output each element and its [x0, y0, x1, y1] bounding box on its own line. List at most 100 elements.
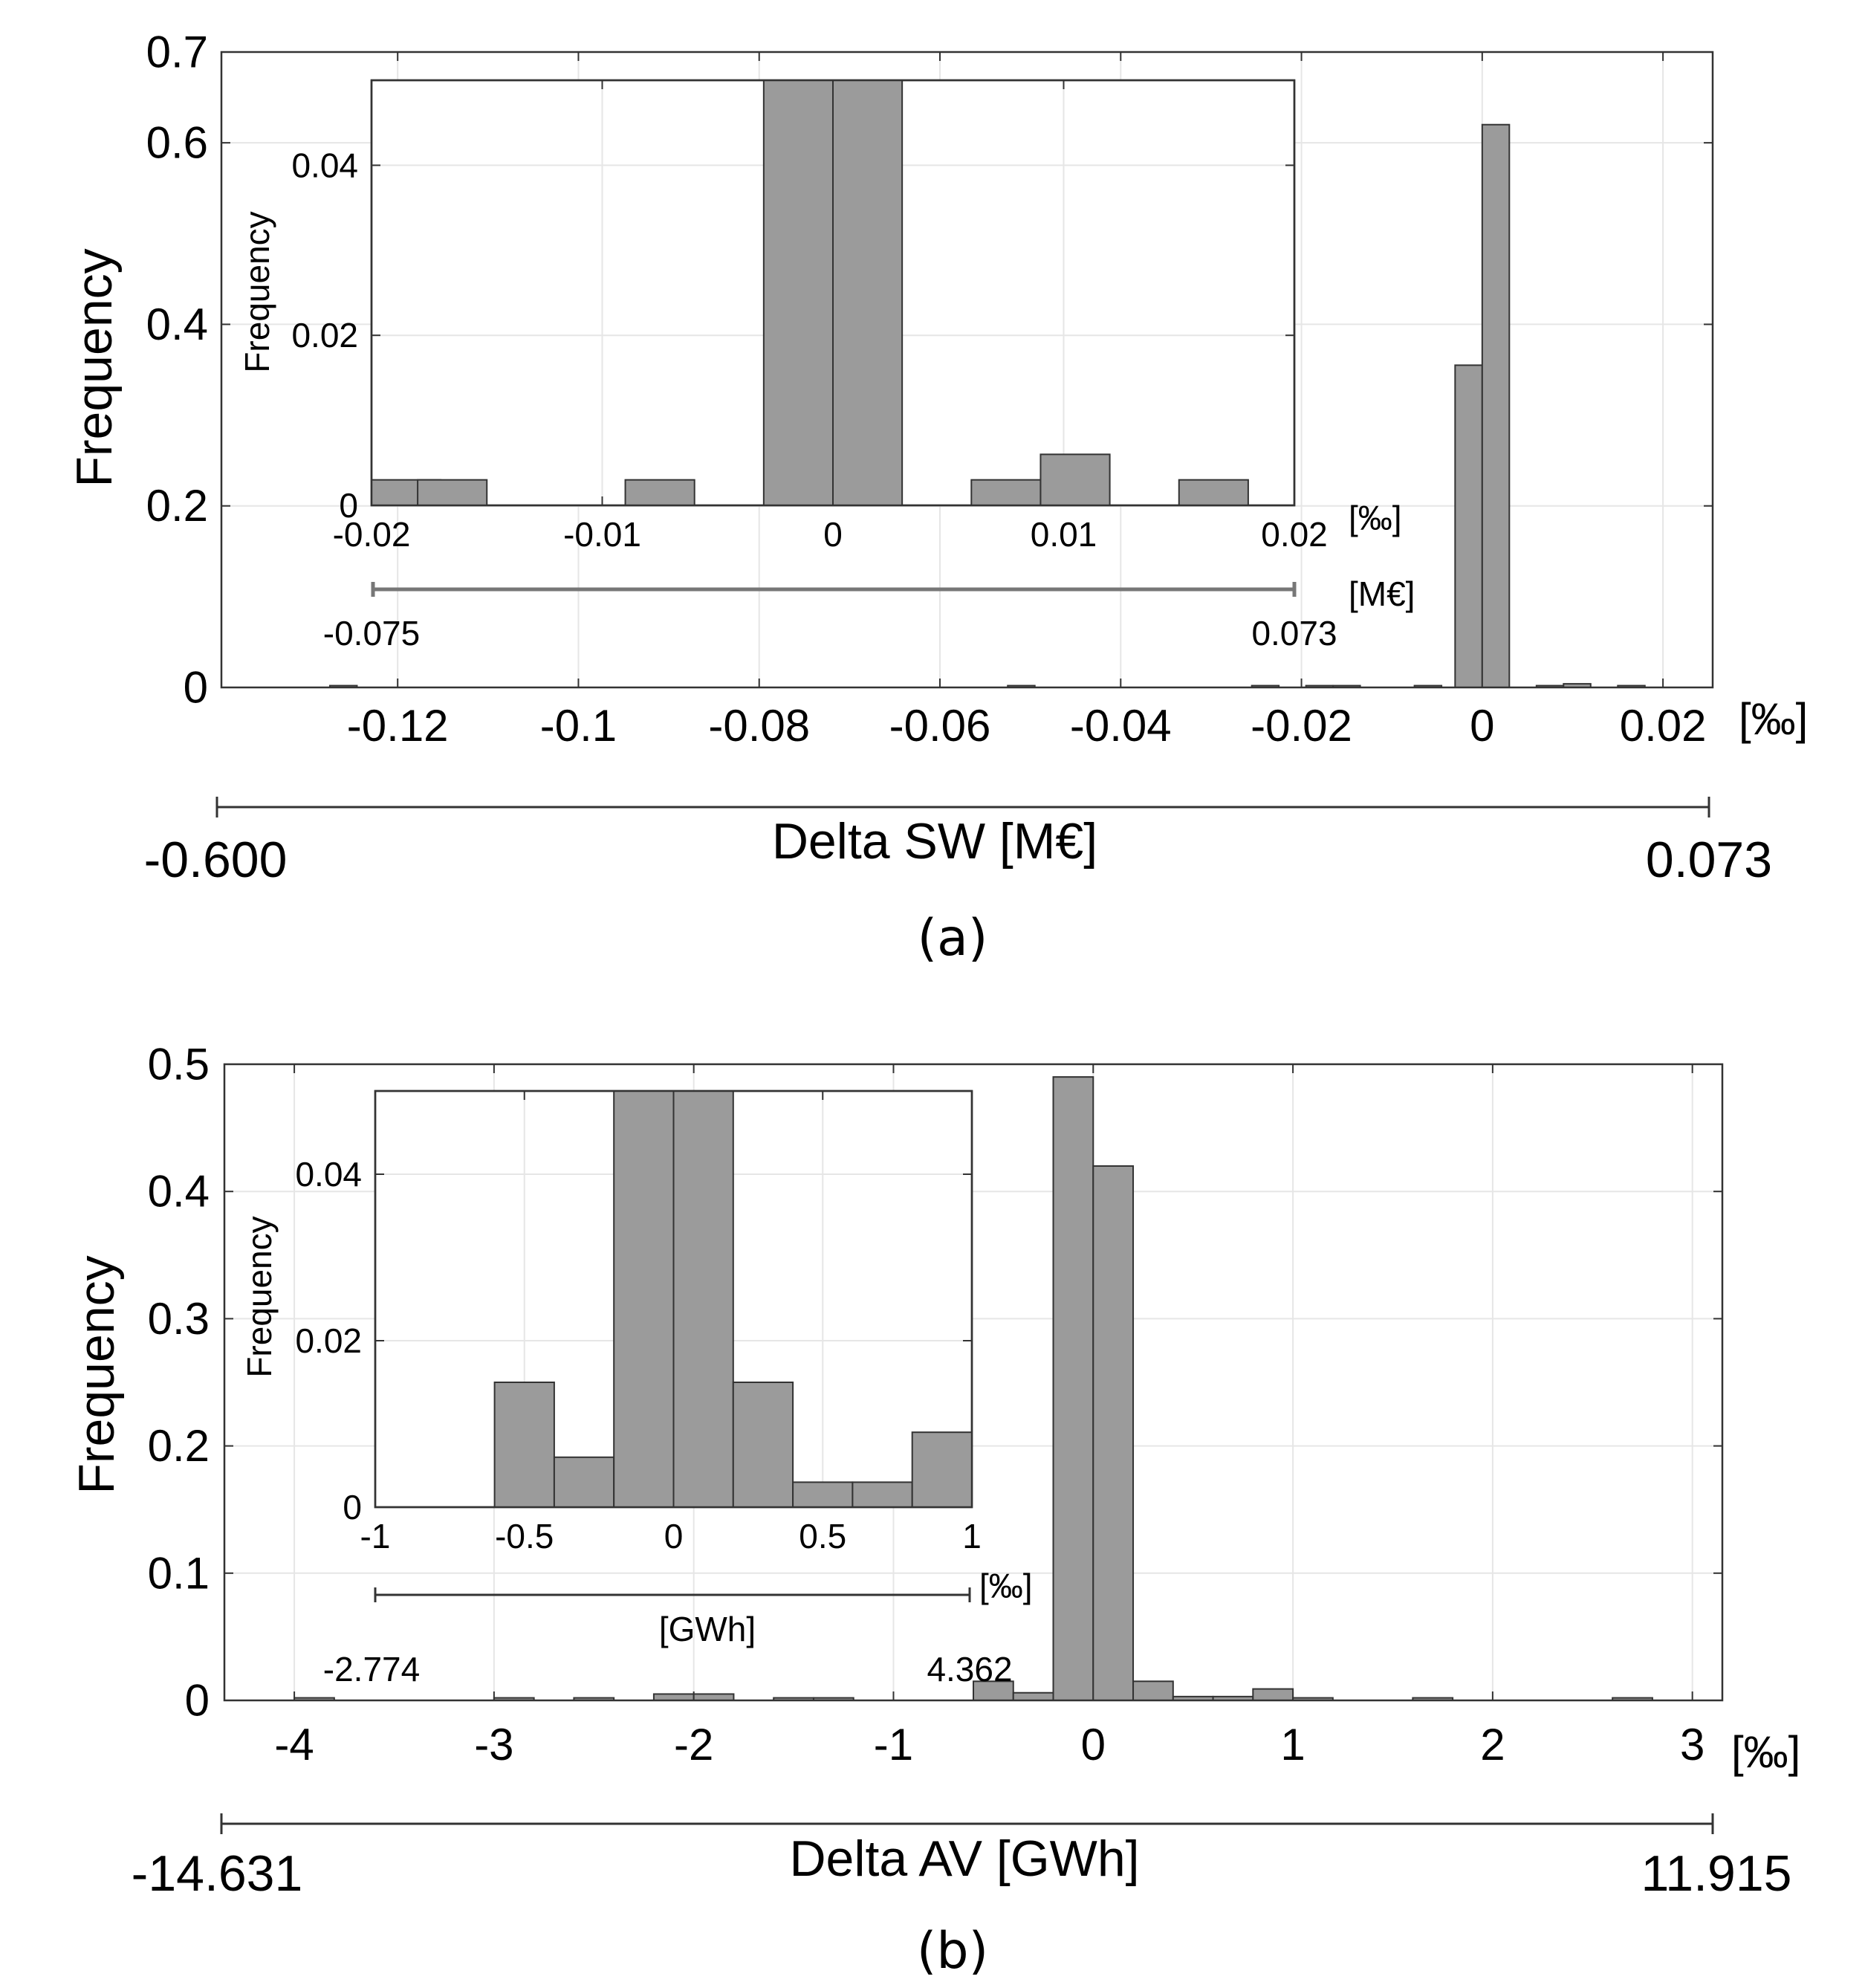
panel-a: -0.12 -0.1 -0.08 -0.06 -0.04 -0.02 0 0.02 00.20… — [66, 27, 1808, 968]
ia-y-tick-label: 0 — [339, 486, 358, 525]
b-x-tick-label: -2 — [674, 1720, 713, 1770]
b-histogram-bar — [1092, 1165, 1135, 1701]
panel-b-y-axis-label: Frequency — [68, 1255, 125, 1494]
panel-a-x-axis-label: Delta SW [M€] — [772, 813, 1097, 870]
panel-b-axes-box — [223, 1063, 1724, 1702]
panel-a-inset: -0.02 -0.01 0 0.01 0.02 00.020.04 Frequency … — [238, 79, 1415, 653]
panel-a-secondary-max: 0.073 — [1646, 832, 1772, 888]
a-y-tick-label: 0.2 — [146, 481, 208, 531]
a-y-tick-label: 0.4 — [146, 300, 208, 349]
ia-histogram-bar — [624, 479, 695, 506]
panel-a-inset-rule-max: 0.073 — [1251, 614, 1337, 653]
b-histogram-bar — [1252, 1688, 1294, 1702]
panel-b: -4 -3 -2 -1 0 1 2 3 00.10.20.30.40.5 Frequency … — [68, 1040, 1800, 1981]
a-y-tick-label: 0.7 — [146, 27, 208, 77]
b-histogram-bar — [693, 1693, 735, 1701]
ib-histogram-bar — [553, 1456, 615, 1509]
panel-a-inset-y-tick-labels: 0 0.02 0.04 — [291, 146, 358, 525]
panel-a-inset-y-axis-label: Frequency — [238, 211, 276, 372]
panel-a-x-unit: [‰] — [1739, 694, 1808, 744]
ib-histogram-bar — [493, 1382, 555, 1508]
panel-a-caption: (a) — [918, 909, 988, 968]
b-y-tick-label: 0 — [185, 1676, 210, 1726]
a-x-tick-label: 0 — [1470, 701, 1494, 751]
panel-b-inset-y-axis-label: Frequency — [240, 1216, 279, 1377]
ib-histogram-bar — [852, 1481, 913, 1509]
panel-b-inset: -1 -0.5 0 0.5 1 0 0.02 0.04 Frequency [‰] [GWh… — [240, 1089, 1033, 1688]
b-x-tick-label: 1 — [1280, 1720, 1305, 1770]
b-y-tick-label: 0.3 — [148, 1294, 210, 1344]
b-x-tick-label: 0 — [1081, 1720, 1106, 1770]
ia-histogram-bar — [417, 479, 488, 506]
a-y-tick-label: 0.6 — [146, 118, 208, 168]
ib-y-tick-label: 0.02 — [295, 1321, 362, 1360]
panel-a-inset-rule-min: -0.075 — [323, 614, 420, 653]
b-histogram-bar — [1132, 1680, 1174, 1702]
a-x-tick-label: -0.1 — [540, 701, 617, 751]
b-x-tick-label: -3 — [474, 1720, 513, 1770]
ia-x-tick-label: 0 — [823, 515, 843, 554]
a-x-tick-label: -0.04 — [1070, 701, 1172, 751]
panel-a-inset-axes-box — [370, 79, 1296, 507]
panel-b-caption: (b) — [917, 1922, 988, 1981]
ia-histogram-bar — [970, 479, 1042, 506]
b-y-tick-label: 0.2 — [148, 1421, 210, 1471]
ib-y-tick-label: 0.04 — [295, 1155, 362, 1194]
panel-b-inset-x-tick-labels: -1 -0.5 0 0.5 1 — [360, 1517, 982, 1555]
b-x-tick-label: 3 — [1680, 1720, 1705, 1770]
ib-y-tick-label: 0 — [343, 1488, 362, 1526]
b-histogram-bar — [1012, 1691, 1054, 1702]
panel-a-inset-rule-unit: [M€] — [1349, 574, 1415, 613]
a-x-tick-label: 0.02 — [1620, 701, 1707, 751]
panel-b-x-unit: [‰] — [1731, 1727, 1800, 1777]
a-x-tick-label: -0.08 — [708, 701, 810, 751]
ib-x-tick-label: -0.5 — [495, 1517, 554, 1555]
b-histogram-bar — [652, 1693, 695, 1701]
panel-b-secondary-max: 11.915 — [1641, 1845, 1792, 1902]
ia-y-tick-label: 0.02 — [291, 316, 358, 354]
panel-b-inset-x-unit: [‰] — [979, 1567, 1033, 1605]
ia-x-tick-label: 0.01 — [1031, 515, 1097, 554]
a-x-tick-label: -0.12 — [347, 701, 449, 751]
b-y-tick-label: 0.5 — [148, 1040, 210, 1089]
b-histogram-bar — [1052, 1076, 1094, 1701]
panel-b-inset-axes-box — [374, 1089, 973, 1509]
a-histogram-bar — [1481, 123, 1511, 688]
panel-a-y-axis-label: Frequency — [66, 248, 123, 487]
panel-a-inset-x-unit: [‰] — [1349, 499, 1402, 537]
panel-b-inset-bars — [493, 1090, 973, 1509]
panel-b-y-tick-labels: 0 0.1 0.2 0.3 0.4 0.5 — [148, 1040, 210, 1726]
panel-a-y-tick-labels: 0 0.2 0.4 0.6 0.7 — [146, 27, 208, 713]
a-x-tick-label: -0.02 — [1251, 701, 1352, 751]
ib-histogram-bar — [613, 1090, 675, 1508]
panel-b-inset-rule-max: 4.362 — [927, 1650, 1012, 1688]
b-x-tick-label: -4 — [274, 1720, 314, 1770]
ib-histogram-bar — [792, 1481, 854, 1509]
ib-x-tick-label: -1 — [360, 1517, 391, 1555]
ia-histogram-bar — [762, 80, 834, 506]
panel-b-x-tick-labels: -4 -3 -2 -1 0 1 2 3 — [274, 1720, 1705, 1770]
ib-histogram-bar — [911, 1431, 973, 1508]
ia-histogram-bar — [1039, 453, 1111, 506]
ia-x-tick-label: -0.02 — [333, 515, 411, 554]
ib-histogram-bar — [672, 1090, 734, 1508]
a-x-tick-label: -0.06 — [889, 701, 991, 751]
panel-b-inset-rule-min: -2.774 — [323, 1650, 420, 1688]
ib-x-tick-label: 0 — [664, 1517, 684, 1555]
panel-a-axes-box — [220, 51, 1714, 689]
ia-x-tick-label: 0.02 — [1261, 515, 1328, 554]
panel-a-inset-bars — [371, 80, 1249, 506]
ia-histogram-bar — [1178, 479, 1249, 506]
panel-b-inset-y-tick-labels: 0 0.02 0.04 — [295, 1155, 362, 1526]
panel-a-secondary-min: -0.600 — [144, 832, 288, 888]
ia-y-tick-label: 0.04 — [291, 146, 358, 184]
ia-x-tick-label: -0.01 — [563, 515, 641, 554]
b-x-tick-label: -1 — [874, 1720, 913, 1770]
ib-x-tick-label: 1 — [962, 1517, 982, 1555]
b-y-tick-label: 0.4 — [148, 1167, 210, 1217]
b-y-tick-label: 0.1 — [148, 1548, 210, 1598]
panel-b-x-axis-label: Delta AV [GWh] — [789, 1830, 1139, 1887]
a-histogram-bar — [1454, 364, 1483, 688]
ib-histogram-bar — [732, 1382, 794, 1508]
